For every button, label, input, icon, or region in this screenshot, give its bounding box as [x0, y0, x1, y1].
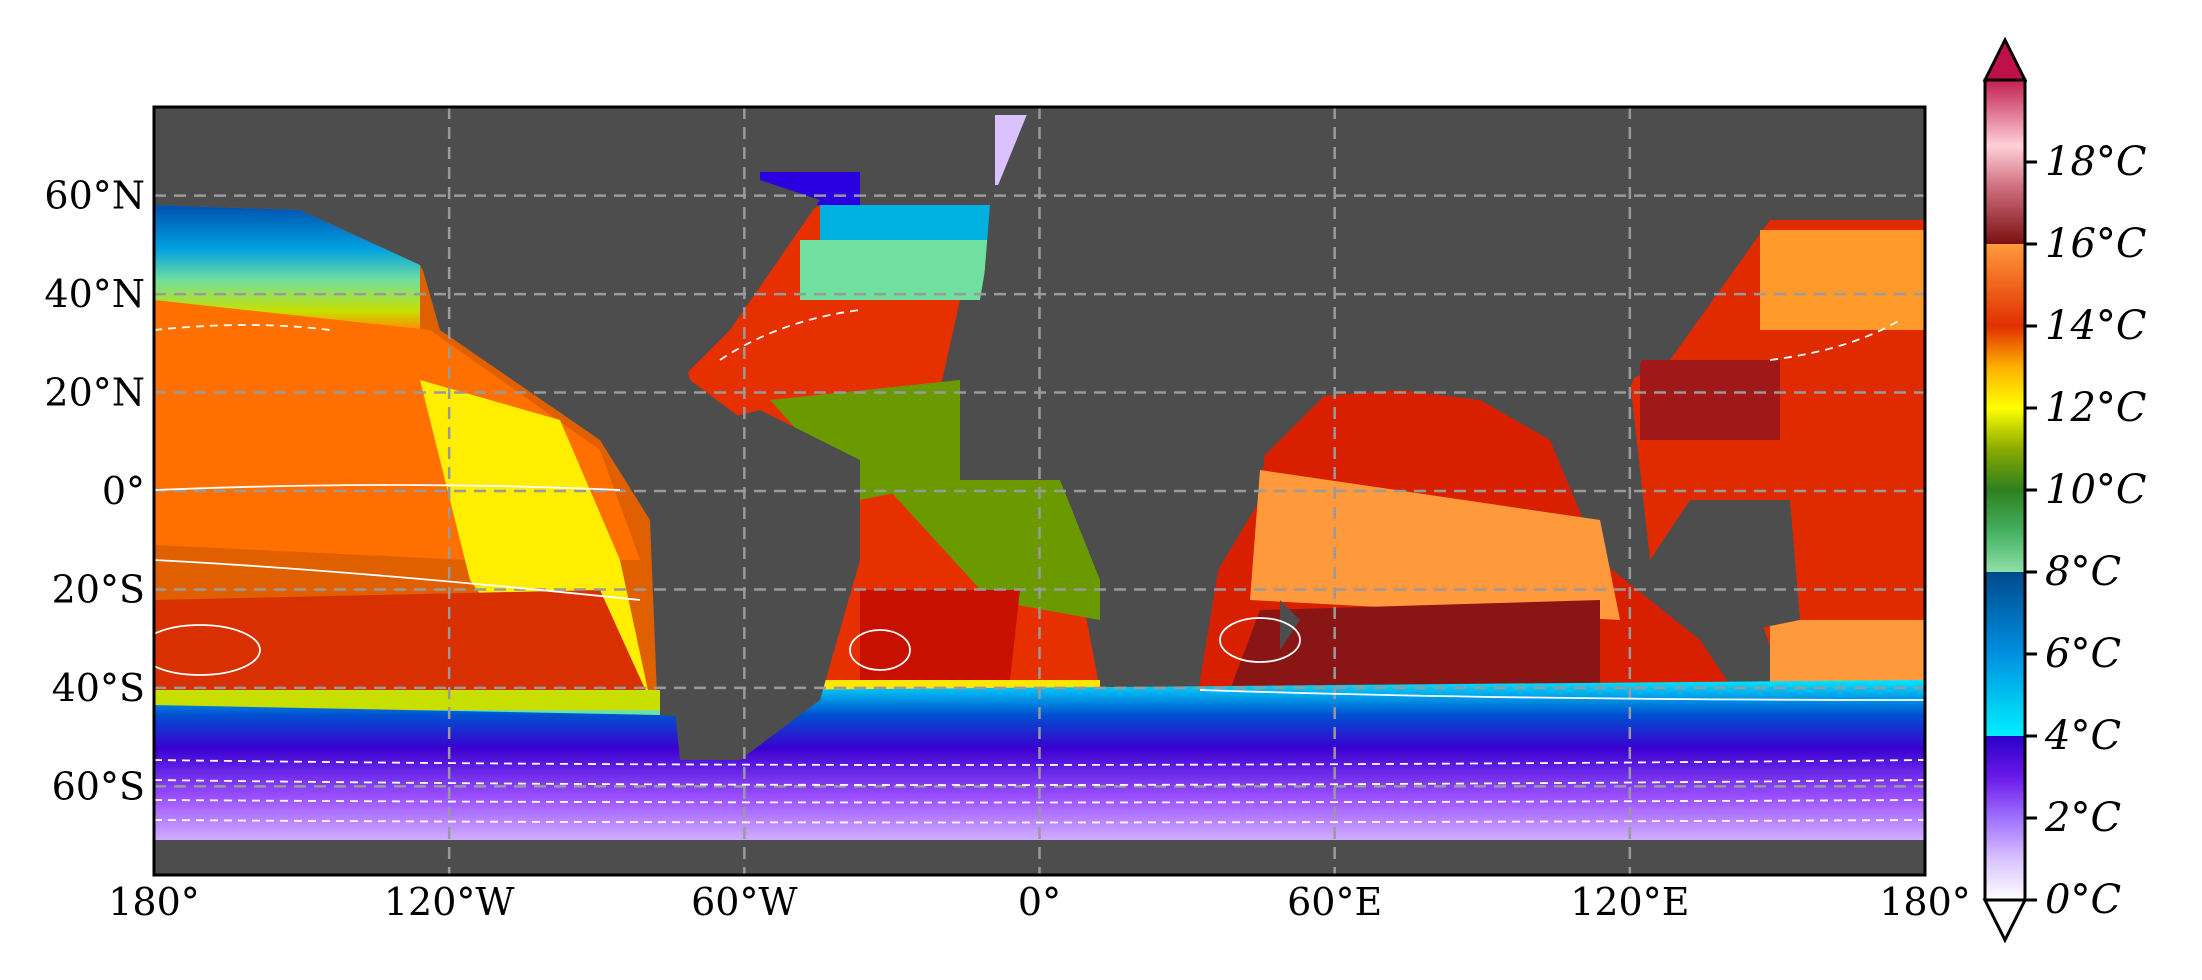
- map-frame: [152, 105, 1927, 877]
- lat-tick-label: 20°N: [44, 371, 145, 415]
- colorbar-gradient: [1985, 80, 2025, 900]
- lon-tick-label: 0°: [1018, 880, 1061, 924]
- colorbar-tick-label: 18°C: [2045, 139, 2147, 185]
- contour-lines: [154, 309, 1925, 824]
- lat-tick-label: 40°N: [44, 272, 145, 316]
- atlantic-ocean-field: [670, 115, 1140, 705]
- latitude-tick-labels: 60°N 40°N 20°N 0° 20°S 40°S 60°S: [44, 174, 145, 809]
- lon-tick-label: 60°E: [1287, 880, 1382, 924]
- colorbar: 0°C 2°C 4°C 6°C 8°C 10°C 12°C 14°C 16°C 18°C: [1982, 36, 2147, 944]
- gridlines: [154, 107, 1925, 875]
- colorbar-bottom-extension: [1982, 898, 2028, 944]
- lat-tick-label: 60°S: [52, 764, 145, 808]
- lon-tick-label: 60°W: [691, 880, 797, 924]
- colorbar-ticks: 0°C 2°C 4°C 6°C 8°C 10°C 12°C 14°C 16°C 18°C: [2025, 139, 2147, 923]
- colorbar-tick-label: 10°C: [2045, 467, 2147, 513]
- colorbar-tick-label: 8°C: [2045, 549, 2121, 595]
- lon-tick-label: 180°: [1879, 880, 1971, 924]
- lat-tick-label: 0°: [102, 469, 145, 513]
- colorbar-tick-label: 16°C: [2045, 221, 2147, 267]
- lat-tick-label: 60°N: [44, 174, 145, 218]
- colorbar-tick-label: 12°C: [2045, 385, 2147, 431]
- colorbar-tick-label: 0°C: [2045, 877, 2121, 923]
- lat-tick-label: 40°S: [52, 666, 145, 710]
- lat-tick-label: 20°S: [52, 567, 145, 611]
- colorbar-tick-label: 6°C: [2045, 631, 2121, 677]
- colorbar-top-extension: [1982, 36, 2028, 82]
- colorbar-tick-label: 14°C: [2045, 303, 2147, 349]
- lon-tick-label: 180°: [108, 880, 200, 924]
- lon-tick-label: 120°W: [384, 880, 515, 924]
- lon-tick-label: 120°E: [1570, 880, 1689, 924]
- colorbar-tick-label: 2°C: [2044, 795, 2121, 841]
- colorbar-tick-label: 4°C: [2044, 713, 2121, 759]
- longitude-tick-labels: 180° 120°W 60°W 0° 60°E 120°E 180°: [108, 880, 1971, 924]
